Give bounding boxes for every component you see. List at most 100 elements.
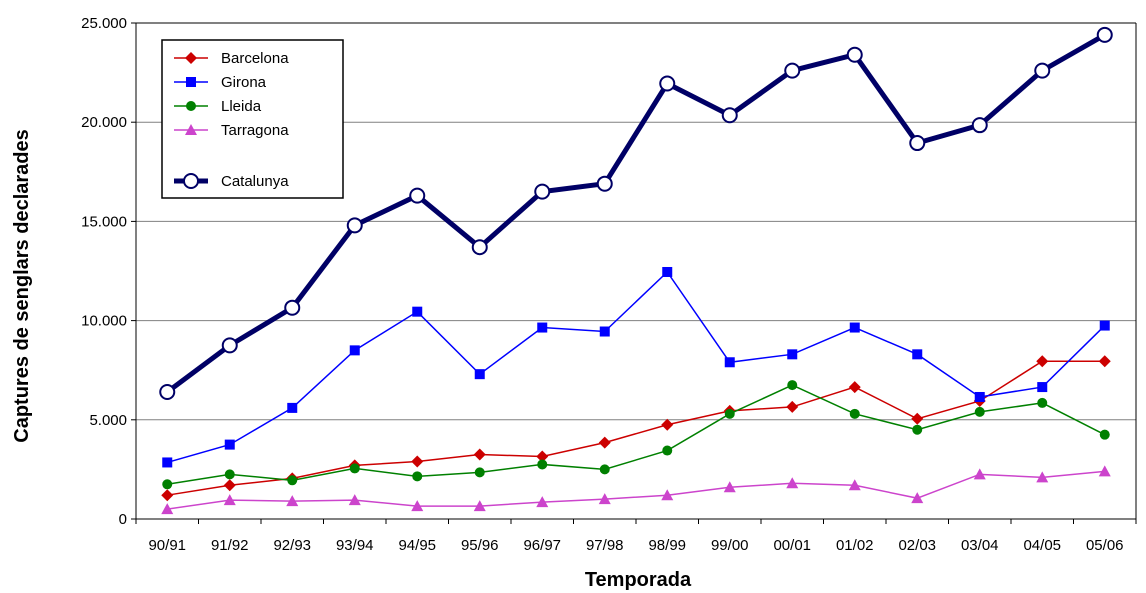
x-tick-label: 00/01: [773, 537, 811, 554]
data-point: [162, 457, 173, 468]
data-point: [723, 481, 736, 493]
data-point: [346, 217, 363, 234]
x-tick-label: 01/02: [836, 537, 874, 554]
y-tick-label: 20.000: [81, 114, 127, 131]
series-line: [167, 270, 1106, 464]
data-point: [186, 77, 196, 87]
data-point: [1099, 320, 1110, 331]
series-line: [167, 384, 1106, 486]
x-tick-label: 94/95: [398, 537, 436, 554]
data-point: [349, 345, 360, 356]
data-point: [1098, 355, 1111, 368]
legend-box: [161, 39, 344, 199]
data-point: [474, 467, 485, 478]
data-point: [286, 495, 299, 507]
data-point: [848, 381, 861, 394]
x-tick-label: 90/91: [148, 537, 186, 554]
x-tick-label: 95/96: [461, 537, 499, 554]
data-point: [661, 418, 674, 431]
data-point: [221, 337, 238, 354]
legend-label: Lleida: [221, 98, 262, 115]
y-tick-label: 10.000: [81, 313, 127, 330]
data-point: [224, 469, 235, 480]
y-tick-label: 25.000: [81, 15, 127, 32]
data-point: [284, 299, 301, 316]
series-layer: [159, 26, 1113, 515]
data-point: [971, 117, 988, 134]
x-tick-label: 03/04: [961, 537, 999, 554]
legend-item-catalunya: Catalunya: [174, 173, 289, 190]
data-point: [911, 412, 924, 425]
y-tick-label: 15.000: [81, 213, 127, 230]
data-point: [721, 107, 738, 124]
data-point: [1096, 26, 1113, 43]
data-point: [471, 239, 488, 256]
x-tick-labels: 90/91 91/92 92/93 93/94 94/95 95/96 96/97 97/98…: [135, 519, 1137, 554]
data-point: [185, 124, 197, 135]
data-point: [409, 187, 426, 204]
series-line: [167, 360, 1105, 496]
series-lleida: [162, 380, 1110, 490]
data-point: [159, 384, 176, 401]
data-point: [287, 475, 298, 486]
legend-label: Tarragona: [221, 122, 289, 139]
data-point: [185, 52, 197, 64]
data-point: [911, 492, 924, 504]
data-point: [598, 436, 611, 449]
y-tick-labels: 0 5.000 10.000 15.000 20.000 25.000: [81, 15, 127, 528]
data-point: [537, 322, 548, 333]
x-tick-label: 92/93: [273, 537, 311, 554]
data-point: [661, 489, 674, 501]
data-point: [411, 455, 424, 468]
data-point: [348, 494, 361, 506]
x-axis-title: Temporada: [585, 569, 692, 591]
data-point: [287, 402, 298, 413]
data-point: [596, 175, 613, 192]
data-point: [909, 135, 926, 152]
x-tick-label: 98/99: [648, 537, 686, 554]
data-point: [787, 349, 798, 360]
data-point: [473, 448, 486, 461]
data-point: [473, 500, 486, 512]
legend-item-lleida: Lleida: [174, 98, 262, 115]
legend: Barcelona Girona Lleida Tarragona Catalunya: [161, 39, 344, 199]
x-tick-label: 93/94: [336, 537, 374, 554]
data-point: [724, 408, 735, 419]
y-axis-title: Captures de senglars declarades: [11, 129, 33, 442]
data-point: [912, 424, 923, 435]
data-point: [659, 75, 676, 92]
data-point: [536, 450, 549, 463]
legend-item-girona: Girona: [174, 74, 267, 91]
data-point: [848, 479, 861, 491]
data-point: [162, 479, 173, 490]
legend-label: Barcelona: [221, 50, 289, 67]
data-point: [412, 306, 423, 317]
data-point: [223, 479, 236, 492]
data-point: [161, 503, 174, 515]
data-point: [973, 468, 986, 480]
legend-label: Catalunya: [221, 173, 289, 190]
data-point: [974, 406, 985, 417]
x-tick-label: 97/98: [586, 537, 624, 554]
data-point: [846, 46, 863, 63]
series-line: [165, 32, 1106, 395]
data-point: [411, 500, 424, 512]
data-point: [974, 391, 985, 402]
series-tarragona: [161, 465, 1111, 515]
legend-label: Girona: [221, 74, 267, 91]
data-point: [787, 380, 798, 391]
x-tick-label: 99/00: [711, 537, 749, 554]
data-point: [1034, 62, 1051, 79]
data-point: [786, 400, 799, 413]
y-tick-label: 0: [119, 511, 127, 528]
x-tick-label: 04/05: [1023, 537, 1061, 554]
data-point: [536, 496, 549, 508]
data-point: [598, 493, 611, 505]
data-point: [1098, 465, 1111, 477]
data-point: [849, 322, 860, 333]
data-point: [412, 471, 423, 482]
x-tick-label: 05/06: [1086, 537, 1124, 554]
data-point: [1099, 429, 1110, 440]
data-point: [224, 439, 235, 450]
legend-item-tarragona: Tarragona: [174, 122, 289, 139]
